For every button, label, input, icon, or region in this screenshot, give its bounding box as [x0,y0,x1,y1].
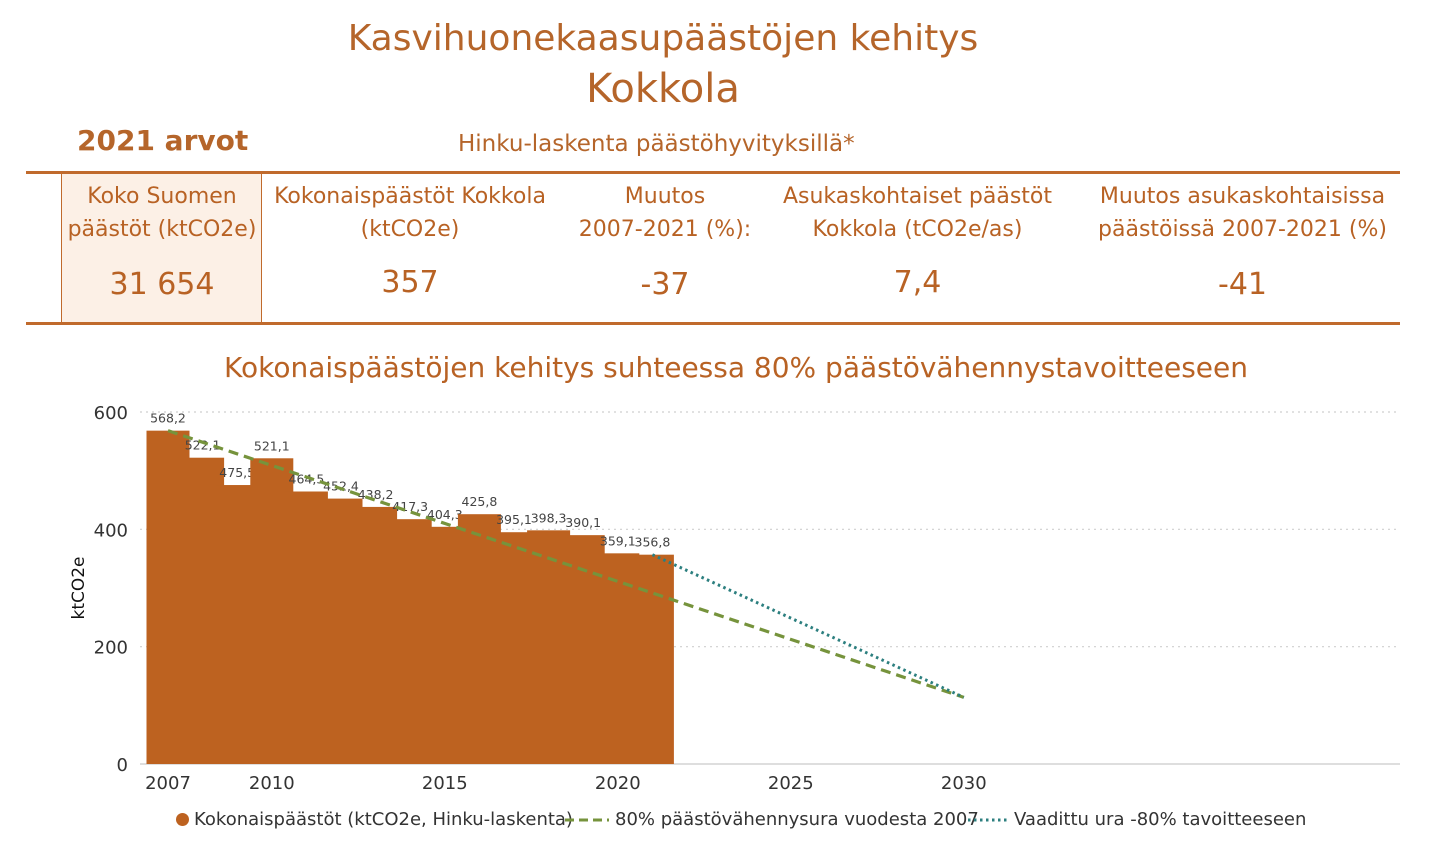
kpi-change-value: -37 [640,267,690,302]
legend-item-required: Vaadittu ura -80% tavoitteeseen [968,809,1306,830]
bar-data-label: 425,8 [462,494,498,509]
x-tick-label: 2015 [422,773,468,794]
y-tick-label: 200 [94,638,128,659]
kpi-label-line: päästöt (ktCO2e) [67,217,257,242]
kpi-label-line: 2007-2021 (%): [578,217,752,242]
bar [630,554,674,764]
bar-data-label: 452,4 [323,479,359,494]
table-top-rule [26,171,1400,174]
kpi-label-line: Koko Suomen [87,184,237,209]
bar-data-label: 438,2 [358,487,394,502]
page-title: Kasvihuonekaasupäästöjen kehitys [347,18,979,59]
page-subtitle-city: Kokkola [586,66,740,112]
bar-data-label: 398,3 [531,510,567,525]
kpi-label-line: Muutos asukaskohtaisissa [1099,184,1386,209]
x-tick-label: 2020 [595,773,641,794]
kpi-label-line: Muutos [624,184,706,209]
table-bottom-rule [26,322,1400,325]
legend-item-trend: 80% päästövähennysura vuodesta 2007 [565,809,979,830]
calculation-method-label: Hinku-laskenta päästöhyvityksillä* [458,131,855,157]
x-tick-label: 2010 [249,773,295,794]
kpi-per-capita-change-value: -41 [1218,267,1267,302]
legend-marker-dashed-line [565,818,609,821]
bar-data-label: 404,3 [427,507,463,522]
x-tick-label: 2025 [768,773,814,794]
bar-data-label: 568,2 [150,411,186,426]
legend-item-total: Kokonaispäästöt (ktCO2e, Hinku-laskenta) [176,809,573,830]
trend-line-80pct [167,429,965,699]
kpi-kokkola-total-value: 357 [381,265,439,300]
x-tick-label: 2007 [145,773,191,794]
bar-data-label: 521,1 [254,438,290,453]
emissions-chart: 0 200 400 600 2007 2010 2015 2020 2025 2030 ktCO2e… [69,403,1400,794]
chart-legend: Kokonaispäästöt (ktCO2e, Hinku-laskenta)… [0,809,1456,839]
legend-marker-circle [176,813,189,826]
kpi-change-label: Muutos 2007-2021 (%): [560,180,770,246]
kpi-label-line: Kokkola (tCO2e/as) [812,217,1023,242]
kpi-label-line: Kokonaispäästöt Kokkola [274,184,546,209]
kpi-finland-total-value: 31 654 [109,267,215,302]
bar-data-label: 390,1 [565,515,601,530]
kpi-label-line: päästöissä 2007-2021 (%) [1098,217,1387,242]
bar-data-label: 395,1 [496,512,532,527]
y-tick-label: 600 [94,403,128,424]
bar-data-label: 359,1 [600,533,636,548]
legend-label: Vaadittu ura -80% tavoitteeseen [1014,809,1307,830]
legend-label: 80% päästövähennysura vuodesta 2007 [615,809,979,830]
kpi-per-capita-change-label: Muutos asukaskohtaisissa päästöissä 2007… [1080,180,1405,246]
legend-marker-dotted-line [968,818,1008,821]
chart-title: Kokonaispäästöjen kehitys suhteessa 80% … [224,351,1248,384]
year-label: 2021 arvot [77,124,249,157]
bar-data-label: 475,5 [219,465,255,480]
y-axis-label: ktCO2e [69,556,89,619]
kpi-kokkola-total-label: Kokonaispäästöt Kokkola (ktCO2e) [265,180,555,246]
bar-data-label: 356,8 [635,535,671,550]
x-tick-label: 2030 [941,773,987,794]
kpi-per-capita-label: Asukaskohtaiset päästöt Kokkola (tCO2e/a… [775,180,1060,246]
kpi-per-capita-value: 7,4 [893,265,942,300]
bar-data-label: 522,1 [185,438,221,453]
kpi-finland-total-label: Koko Suomen päästöt (ktCO2e) [61,180,263,246]
legend-label: Kokonaispäästöt (ktCO2e, Hinku-laskenta) [194,809,573,830]
kpi-label-line: (ktCO2e) [360,217,460,242]
y-tick-label: 400 [94,520,128,541]
required-path-line [651,553,965,699]
y-tick-label: 0 [117,755,128,776]
highlight-box [61,174,262,322]
kpi-label-line: Asukaskohtaiset päästöt [782,184,1053,209]
